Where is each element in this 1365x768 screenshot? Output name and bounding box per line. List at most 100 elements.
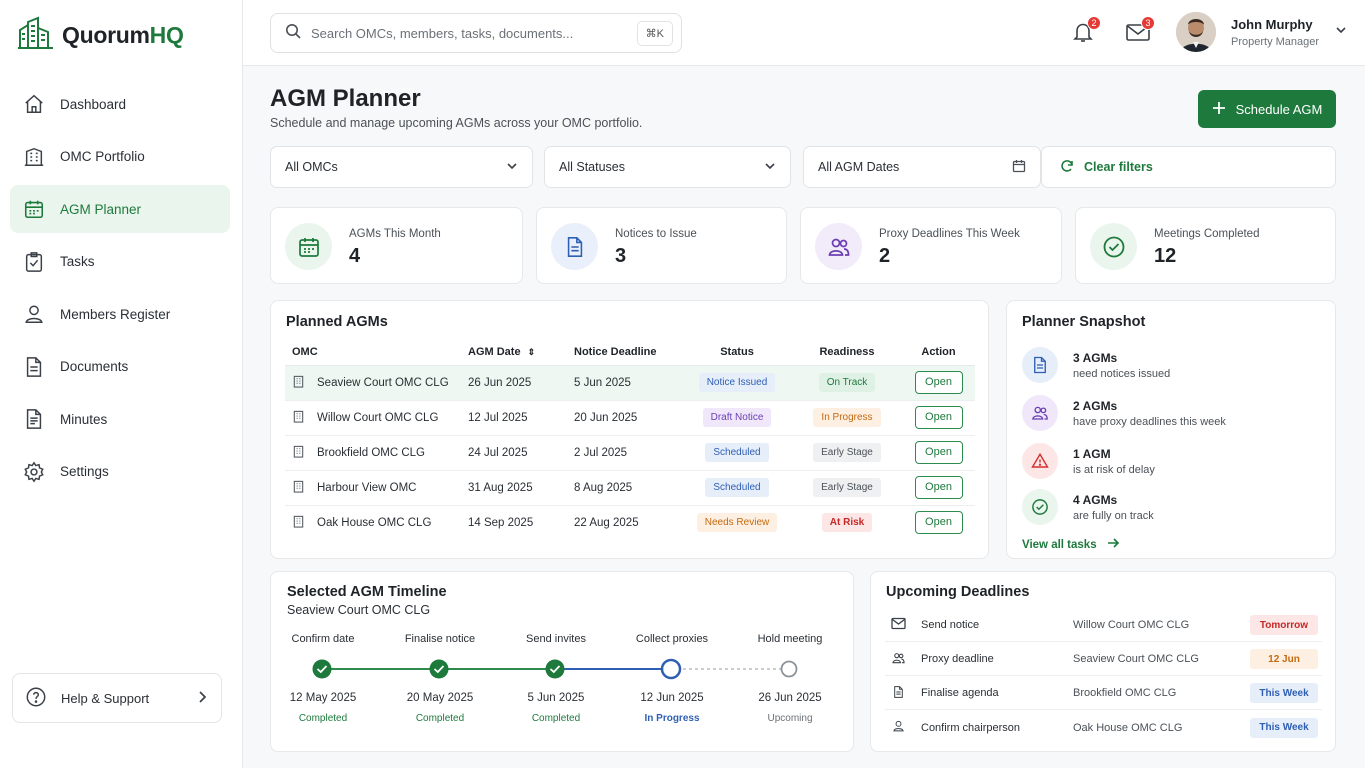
card-title: Planner Snapshot <box>1022 314 1146 330</box>
app-logo[interactable]: QuorumHQ <box>18 16 184 55</box>
home-icon <box>22 92 46 116</box>
sidebar-item-omc-portfolio[interactable]: OMC Portfolio <box>10 133 230 181</box>
schedule-agm-label: Schedule AGM <box>1235 101 1323 117</box>
search-input[interactable] <box>311 25 631 41</box>
user-menu[interactable]: John Murphy Property Manager <box>1176 12 1347 52</box>
notifications-button[interactable]: 2 <box>1071 16 1101 46</box>
deadline-omc: Brookfield OMC CLG <box>1073 687 1177 699</box>
document-icon <box>551 223 598 270</box>
snapshot-desc: need notices issued <box>1073 367 1171 380</box>
deadline-when-badge: Tomorrow <box>1250 615 1318 635</box>
deadline-action: Send notice <box>921 619 980 631</box>
timeline-subtitle: Seaview Court OMC CLG <box>287 603 431 617</box>
mail-icon <box>1125 24 1151 48</box>
card-title: Upcoming Deadlines <box>886 584 1030 600</box>
timeline-track <box>312 658 798 680</box>
table-row[interactable]: Willow Court OMC CLG 12 Jul 2025 20 Jun … <box>285 400 975 436</box>
search-shortcut: ⌘K <box>636 21 673 46</box>
deadline-row[interactable]: Confirm chairperson Oak House OMC CLG Th… <box>885 711 1322 744</box>
sidebar-nav: Dashboard OMC Portfolio AGM Planner Task… <box>10 80 230 500</box>
open-button[interactable]: Open <box>914 406 963 429</box>
view-all-tasks-link[interactable]: View all tasks <box>1022 537 1120 552</box>
step-label: Confirm date <box>291 633 355 645</box>
building-icon <box>292 375 305 391</box>
gear-icon <box>22 460 46 484</box>
sidebar-item-label: Settings <box>60 464 109 479</box>
message-count-badge: 3 <box>1141 16 1155 30</box>
status-badge: Needs Review <box>696 513 778 533</box>
search-box[interactable]: ⌘K <box>270 13 682 53</box>
help-support-button[interactable]: Help & Support <box>12 673 222 723</box>
stat-card-proxy-deadlines: Proxy Deadlines This Week 2 <box>800 207 1062 284</box>
sidebar-item-label: OMC Portfolio <box>60 149 145 164</box>
agm-timeline-card: Selected AGM Timeline Seaview Court OMC … <box>270 571 854 752</box>
chevron-down-icon <box>764 160 776 175</box>
notification-count-badge: 2 <box>1087 16 1101 30</box>
stat-value: 4 <box>349 245 361 267</box>
snapshot-desc: is at risk of delay <box>1073 463 1155 476</box>
users-icon <box>891 651 906 668</box>
messages-button[interactable]: 3 <box>1125 16 1155 48</box>
mail-icon <box>891 617 906 633</box>
card-title: Selected AGM Timeline <box>287 584 447 600</box>
table-row[interactable]: Oak House OMC CLG 14 Sep 2025 22 Aug 202… <box>285 505 975 540</box>
readiness-badge: In Progress <box>813 408 881 427</box>
user-role: Property Manager <box>1231 35 1320 48</box>
plus-icon <box>1212 101 1226 118</box>
clear-filters-button[interactable]: Clear filters <box>1041 146 1336 188</box>
planned-agms-card: Planned AGMs OMC AGM Date ⇕ Notice Deadl… <box>270 300 989 559</box>
step-label: Send invites <box>526 633 586 645</box>
sidebar-item-label: Members Register <box>60 306 171 322</box>
sidebar-item-dashboard[interactable]: Dashboard <box>10 80 230 128</box>
date-filter-input[interactable]: All AGM Dates <box>803 146 1041 188</box>
status-badge: Notice Issued <box>698 373 776 392</box>
users-icon <box>815 223 862 270</box>
app-name: Quorum <box>62 22 150 48</box>
table-row[interactable]: Brookfield OMC CLG 24 Jul 2025 2 Jul 202… <box>285 435 975 471</box>
status-badge: Scheduled <box>705 443 769 462</box>
table-row[interactable]: Seaview Court OMC CLG 26 Jun 2025 5 Jun … <box>285 365 975 401</box>
warning-icon <box>1022 443 1058 479</box>
step-label: Collect proxies <box>635 633 709 645</box>
stat-label: Meetings Completed <box>1154 228 1260 240</box>
sidebar-item-minutes[interactable]: Minutes <box>10 395 230 443</box>
check-circle-icon <box>1090 223 1137 270</box>
notice-deadline: 20 Jun 2025 <box>574 400 682 436</box>
stat-card-agms-this-month: AGMs This Month 4 <box>270 207 523 284</box>
sidebar-item-documents[interactable]: Documents <box>10 343 230 391</box>
sidebar-item-agm-planner[interactable]: AGM Planner <box>10 185 230 233</box>
deadline-when-badge: This Week <box>1250 717 1318 738</box>
open-button[interactable]: Open <box>914 441 963 464</box>
deadline-row[interactable]: Finalise agenda Brookfield OMC CLG This … <box>885 677 1322 710</box>
sidebar-item-settings[interactable]: Settings <box>10 448 230 496</box>
clipboard-check-icon <box>22 250 46 274</box>
chevron-down-icon <box>1335 23 1347 41</box>
building-icon <box>292 410 305 426</box>
schedule-agm-button[interactable]: Schedule AGM <box>1198 90 1336 128</box>
notice-deadline: 5 Jun 2025 <box>574 365 682 401</box>
building-icon <box>292 480 305 496</box>
snapshot-item: 1 AGM is at risk of delay <box>1022 443 1155 479</box>
open-button[interactable]: Open <box>914 511 963 535</box>
sidebar-item-tasks[interactable]: Tasks <box>10 238 230 286</box>
sidebar: QuorumHQ Dashboard OMC Portfolio AGM Pla… <box>0 0 243 768</box>
document-icon <box>892 685 905 702</box>
sidebar-item-members-register[interactable]: Members Register <box>10 290 230 338</box>
snapshot-title: 2 AGMs <box>1073 398 1118 413</box>
open-button[interactable]: Open <box>914 371 963 394</box>
snapshot-desc: have proxy deadlines this week <box>1073 415 1226 428</box>
step-complete-marker <box>545 659 565 679</box>
status-filter-select[interactable]: All Statuses <box>544 146 791 188</box>
deadline-when-badge: 12 Jun <box>1250 649 1318 669</box>
table-row[interactable]: Harbour View OMC 31 Aug 2025 8 Aug 2025 … <box>285 470 975 506</box>
deadline-omc: Willow Court OMC CLG <box>1073 619 1190 631</box>
column-header-agm-date[interactable]: AGM Date ⇕ <box>468 339 574 366</box>
deadline-row[interactable]: Send notice Willow Court OMC CLG Tomorro… <box>885 609 1322 642</box>
open-button[interactable]: Open <box>914 476 963 499</box>
omc-filter-select[interactable]: All OMCs <box>270 146 533 188</box>
readiness-badge: Early Stage <box>813 478 881 497</box>
logo-buildings-icon <box>18 16 54 55</box>
deadline-row[interactable]: Proxy deadline Seaview Court OMC CLG 12 … <box>885 643 1322 676</box>
step-status: Completed <box>298 713 348 724</box>
stat-label: Notices to Issue <box>615 228 697 240</box>
